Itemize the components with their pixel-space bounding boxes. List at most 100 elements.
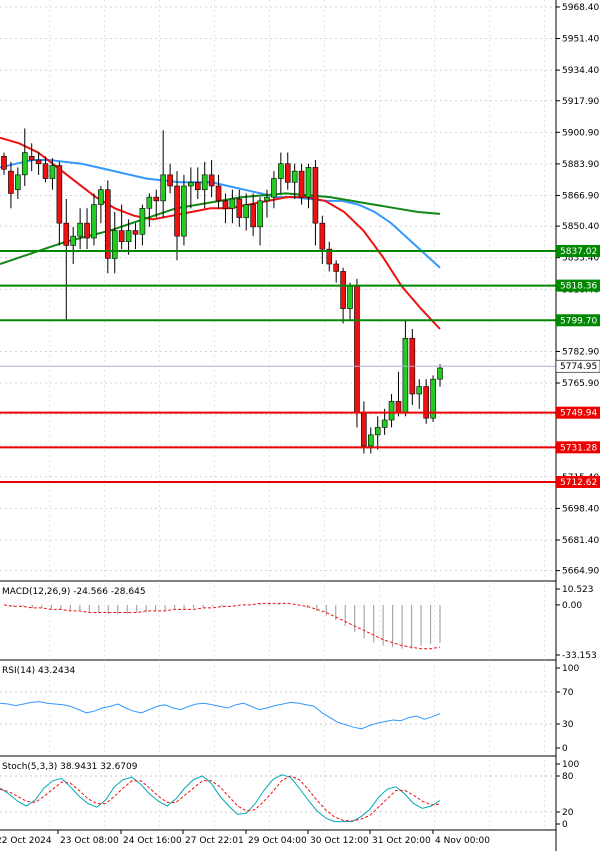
time-tick-label: 27 Oct 22:01 <box>185 836 244 846</box>
price-tick-label: 5951.40 <box>562 35 599 45</box>
candle <box>250 193 256 237</box>
candle <box>35 152 42 175</box>
rsi-tick-label: 70 <box>562 688 574 698</box>
candle <box>367 427 374 454</box>
candle <box>98 186 104 224</box>
rsi-legend: RSI(14) 43.2434 <box>2 666 75 676</box>
candle <box>181 174 187 246</box>
level-label: 5818.36 <box>560 282 597 292</box>
macd-legend: MACD(12,26,9) -24.566 -28.645 <box>2 587 146 597</box>
price-tick-label: 5866.90 <box>562 191 599 201</box>
price-tick-label: 5968.40 <box>562 3 599 13</box>
stoch-k-line <box>0 774 441 823</box>
candle <box>208 160 215 198</box>
candle <box>118 204 125 250</box>
price-tick-label: 5934.40 <box>562 66 599 76</box>
candle <box>374 416 381 450</box>
level-label: 5837.02 <box>560 247 597 257</box>
price-tick-label: 5917.90 <box>562 97 599 107</box>
candle <box>28 143 35 172</box>
candle <box>264 189 270 218</box>
level-label: 5799.70 <box>560 316 597 326</box>
candle <box>194 167 201 199</box>
candle <box>333 260 339 283</box>
level-label: 5712.62 <box>560 478 597 488</box>
candle <box>132 223 139 250</box>
price-tick-label: 5782.90 <box>562 347 599 357</box>
level-badge <box>556 314 600 327</box>
rsi-line <box>0 701 441 730</box>
macd-tick-label: -33.153 <box>562 651 597 661</box>
rsi-panel: RSI(14) 43.2434 100 70 30 0 <box>0 659 579 756</box>
stoch-tick-label: 20 <box>562 808 574 818</box>
stoch-d-line <box>0 775 441 822</box>
rsi-tick-label: 0 <box>562 744 568 754</box>
time-tick-label: 30 Oct 12:00 <box>310 836 369 846</box>
price-tick-label: 5883.90 <box>562 160 599 170</box>
time-tick-label: 22 Oct 2024 <box>0 836 52 846</box>
stoch-tick-label: 0 <box>562 820 568 830</box>
candle <box>146 193 153 227</box>
candle <box>105 180 111 274</box>
ma-blue-line <box>0 159 441 269</box>
candle <box>42 156 49 183</box>
level-badge <box>556 279 600 292</box>
macd-tick-label: 10.523 <box>562 585 594 595</box>
candle <box>284 152 291 190</box>
stoch-tick-label: 80 <box>562 772 574 782</box>
candle <box>354 278 360 428</box>
price-tick-label: 5664.90 <box>562 567 599 577</box>
candle <box>77 208 83 250</box>
stoch-panel: Stoch(5,3,3) 38.9431 32.6709 100 80 20 0 <box>0 755 579 831</box>
current-price-label: 5774.95 <box>560 362 597 372</box>
candle <box>278 152 284 194</box>
time-axis: 22 Oct 2024 23 Oct 08:00 24 Oct 16:00 27 Oc… <box>0 830 490 846</box>
candle <box>388 394 395 428</box>
candle <box>229 189 236 224</box>
candle <box>222 193 229 224</box>
candle <box>21 128 28 186</box>
rsi-tick-label: 30 <box>562 720 574 730</box>
candle <box>326 241 333 272</box>
time-tick-label: 24 Oct 16:00 <box>123 836 182 846</box>
macd-axis: 10.523 0.00 -33.153 <box>556 585 597 661</box>
current-price-badge <box>555 359 600 373</box>
time-tick-label: 4 Nov 00:00 <box>435 836 490 846</box>
candle <box>56 161 63 246</box>
time-tick-label: 31 Oct 20:00 <box>372 836 431 846</box>
rsi-axis: 100 70 30 0 <box>556 664 579 754</box>
candle <box>340 267 346 324</box>
candle <box>111 212 118 274</box>
candle <box>409 329 416 406</box>
macd-histogram <box>12 603 441 649</box>
candle <box>319 215 326 264</box>
candle <box>49 158 56 190</box>
price-axis: 5968.40 5951.40 5934.40 5917.90 5900.90 5883.… <box>555 3 600 577</box>
stoch-axis: 100 80 20 0 <box>556 760 579 830</box>
candle <box>243 193 250 231</box>
macd-signal-line <box>3 602 441 650</box>
stoch-tick-label: 100 <box>562 760 579 770</box>
macd-panel: MACD(12,26,9) -24.566 -28.645 10.523 0.00… <box>0 580 597 661</box>
candle <box>201 161 208 209</box>
rsi-tick-label: 100 <box>562 664 579 674</box>
time-tick-label: 29 Oct 04:00 <box>248 836 307 846</box>
price-tick-label: 5681.40 <box>562 536 599 546</box>
candle <box>257 197 263 246</box>
level-label: 5749.94 <box>560 409 597 419</box>
candle <box>63 199 70 320</box>
stoch-legend: Stoch(5,3,3) 38.9431 32.6709 <box>2 762 138 772</box>
candle <box>215 174 222 209</box>
candle <box>174 171 180 261</box>
candle <box>437 364 443 387</box>
level-label: 5731.28 <box>560 443 597 453</box>
candle <box>139 204 146 246</box>
candle <box>416 379 423 409</box>
candle <box>8 161 14 209</box>
candle <box>91 193 97 246</box>
candle <box>271 171 277 209</box>
price-tick-label: 5765.90 <box>562 379 599 389</box>
candle <box>312 160 319 246</box>
